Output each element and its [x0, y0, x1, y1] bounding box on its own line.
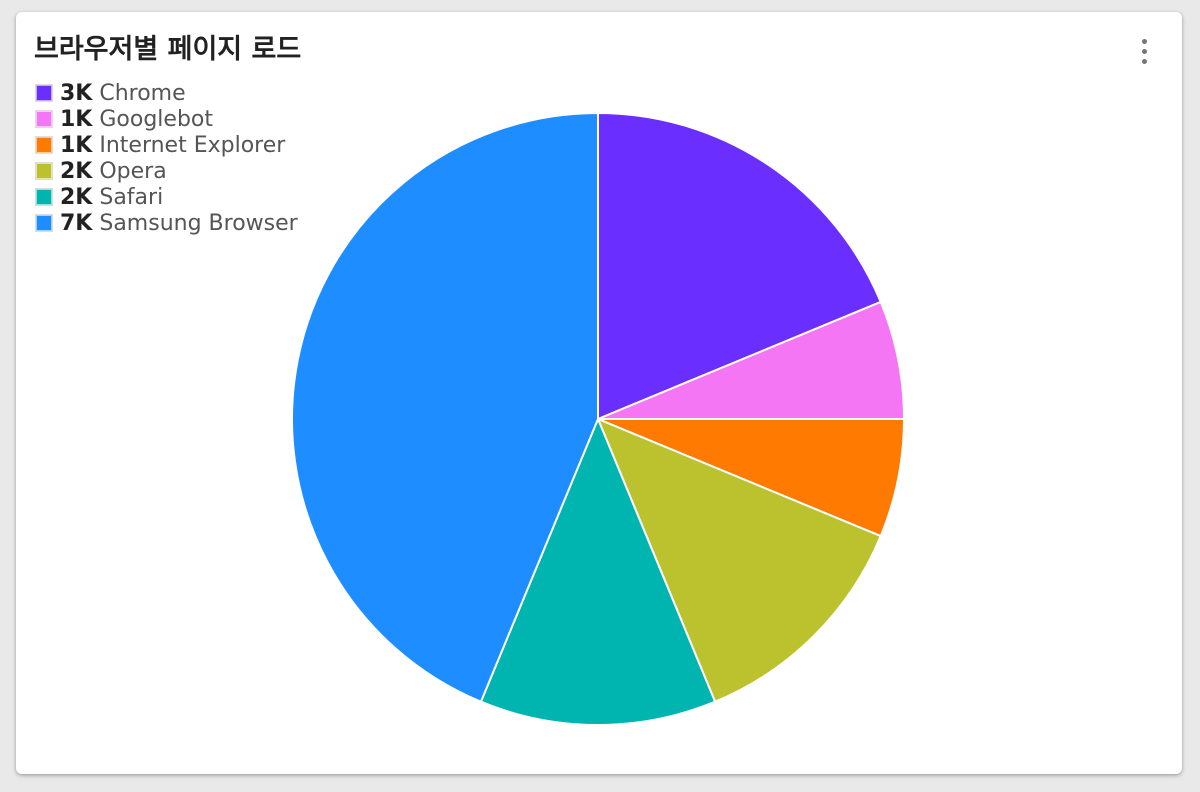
pie-slice-opera[interactable] — [597, 418, 882, 703]
more-vertical-icon-dot — [1141, 48, 1147, 54]
chart-title: 브라우저별 페이지 로드 — [34, 34, 302, 65]
legend-swatch — [35, 110, 53, 128]
legend-item-safari[interactable]: 2K Safari — [35, 184, 298, 210]
more-vertical-icon — [1141, 38, 1147, 44]
legend-label: Googlebot — [99, 106, 213, 132]
legend-label: Safari — [99, 184, 164, 210]
pie-chart — [291, 112, 905, 726]
legend-value: 2K — [60, 184, 93, 210]
legend-label: Internet Explorer — [99, 132, 286, 158]
legend-item-opera[interactable]: 2K Opera — [35, 158, 298, 184]
legend-swatch — [35, 136, 53, 154]
legend-value: 2K — [60, 158, 93, 184]
pie-slice-safari[interactable] — [479, 418, 717, 726]
legend-label: Opera — [99, 158, 167, 184]
legend-swatch — [35, 188, 53, 206]
legend-swatch — [35, 162, 53, 180]
legend-item-samsung-browser[interactable]: 7K Samsung Browser — [35, 210, 298, 236]
legend-value: 7K — [60, 210, 93, 236]
pie-slice-samsung-browser[interactable] — [291, 112, 599, 703]
legend-item-internet-explorer[interactable]: 1K Internet Explorer — [35, 132, 298, 158]
pie-slice-googlebot[interactable] — [597, 300, 905, 420]
legend-label: Samsung Browser — [99, 210, 298, 236]
legend-value: 1K — [60, 106, 93, 132]
chart-legend: 3K Chrome 1K Googlebot 1K Internet Explorer 2K… — [35, 80, 298, 236]
legend-value: 3K — [60, 80, 93, 106]
legend-swatch — [35, 84, 53, 102]
chart-card: 브라우저별 페이지 로드 3K Chrome 1K Googlebot 1K Intern… — [16, 12, 1182, 774]
more-vertical-icon-dot — [1141, 58, 1147, 64]
more-options-button[interactable] — [1130, 34, 1158, 68]
legend-item-googlebot[interactable]: 1K Googlebot — [35, 106, 298, 132]
legend-label: Chrome — [99, 80, 186, 106]
legend-item-chrome[interactable]: 3K Chrome — [35, 80, 298, 106]
pie-slice-internet-explorer[interactable] — [597, 418, 905, 538]
legend-swatch — [35, 214, 53, 232]
legend-value: 1K — [60, 132, 93, 158]
pie-slice-chrome[interactable] — [597, 112, 882, 420]
